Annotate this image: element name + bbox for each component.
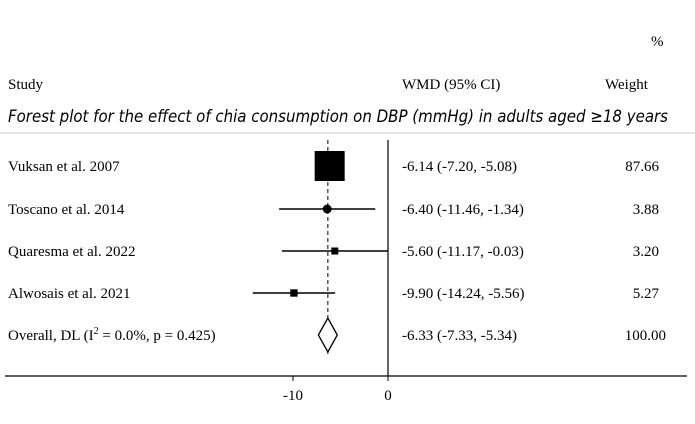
ci-text: -6.40 (-11.46, -1.34) <box>402 202 524 218</box>
weight-value: 3.88 <box>633 202 659 218</box>
weight-box <box>290 289 298 297</box>
study-name: Alwosais et al. 2021 <box>8 286 130 302</box>
weight-value: 5.27 <box>633 286 660 302</box>
effect-header: WMD (95% CI) <box>402 77 500 93</box>
weight-box <box>314 151 345 181</box>
overall-ci-text: -6.33 (-7.33, -5.34) <box>402 328 517 344</box>
weight-box <box>331 247 339 255</box>
study-name: Quaresma et al. 2022 <box>8 244 135 260</box>
chart-title: Forest plot for the effect of chia consu… <box>8 107 668 127</box>
ci-text: -9.90 (-14.24, -5.56) <box>402 286 524 302</box>
ci-text: -5.60 (-11.17, -0.03) <box>402 244 524 260</box>
weight-unit-label: % <box>651 34 664 50</box>
x-tick-label: 0 <box>384 388 392 404</box>
overall-label: Overall, DL (I2 = 0.0%, p = 0.425) <box>8 326 216 344</box>
overall-weight: 100.00 <box>625 328 666 344</box>
weight-value: 87.66 <box>625 159 659 175</box>
study-header: Study <box>8 77 44 93</box>
point-estimate-marker <box>322 204 332 214</box>
ci-text: -6.14 (-7.20, -5.08) <box>402 159 517 175</box>
overall-diamond <box>317 316 339 354</box>
study-name: Vuksan et al. 2007 <box>8 159 120 175</box>
x-tick-label: -10 <box>283 388 303 404</box>
study-name: Toscano et al. 2014 <box>8 202 125 218</box>
weight-value: 3.20 <box>633 244 659 260</box>
weight-header: Weight <box>605 77 649 93</box>
